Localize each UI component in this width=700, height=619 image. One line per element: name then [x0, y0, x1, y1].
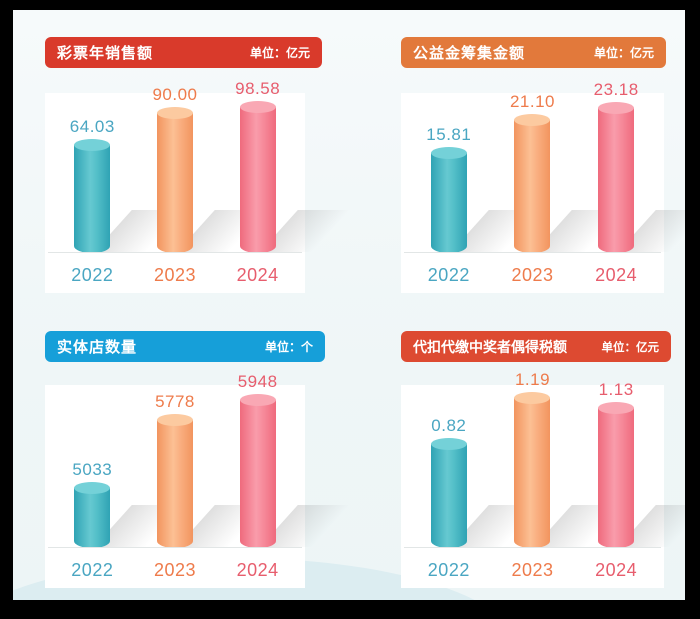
bar-2022: [74, 139, 111, 253]
value-label-2023: 21.10: [509, 92, 555, 111]
chart-plot-area: 0.82 1.19 1.13: [407, 370, 658, 548]
bar-2023: [514, 392, 551, 548]
bar-group-2022: 5033: [54, 460, 130, 548]
value-label-2023: 90.00: [152, 85, 198, 104]
panel-title: 公益金筹集金额: [413, 45, 526, 62]
bar-group-2023: 90.00: [137, 85, 213, 253]
value-label-2023: 5778: [155, 392, 195, 411]
chart-panel-retail-stores: 5033 5778 5948 2022 2023 2024: [45, 372, 305, 588]
bar-2023: [514, 114, 551, 253]
panel-header-retail-stores: 实体店数量 单位：个: [45, 331, 325, 362]
x-tick-2022: 2022: [71, 265, 114, 285]
bar-group-2023: 1.19: [494, 370, 570, 548]
x-axis-baseline: [404, 252, 661, 253]
bar-2024: [239, 394, 276, 548]
bar-2024: [598, 402, 635, 548]
panel-unit-label: 单位：个: [264, 340, 313, 354]
x-tick-2024: 2024: [595, 560, 638, 580]
chart-panel-welfare-fund: 15.81 21.10 23.18 2022 2023 2024: [401, 80, 664, 293]
x-tick-2023: 2023: [153, 560, 196, 580]
x-tick-2022: 2022: [427, 265, 470, 285]
x-axis-ticks: 2022 2023 2024: [407, 560, 658, 581]
chart-panel-withheld-tax: 0.82 1.19 1.13 2022 2023 2024: [401, 370, 664, 588]
panel-unit-label: 单位：亿元: [601, 341, 660, 354]
value-label-2024: 98.58: [235, 79, 281, 98]
chart-plot-area: 15.81 21.10 23.18: [407, 80, 658, 253]
bar-2022: [430, 438, 467, 548]
x-axis-ticks: 2022 2023 2024: [407, 265, 658, 286]
panel-header-welfare-fund: 公益金筹集金额 单位：亿元: [401, 37, 666, 68]
x-tick-2023: 2023: [511, 265, 554, 285]
chart-plot-area: 64.03 90.00 98.58: [51, 79, 299, 253]
x-axis-baseline: [48, 252, 302, 253]
x-tick-2024: 2024: [236, 265, 279, 285]
bar-2024: [598, 102, 635, 253]
value-label-2023: 1.19: [514, 370, 551, 389]
bar-group-2024: 98.58: [220, 79, 296, 253]
value-label-2022: 15.81: [426, 125, 472, 144]
bar-2024: [239, 101, 276, 253]
x-tick-2022: 2022: [71, 560, 114, 580]
value-label-2022: 0.82: [431, 416, 467, 435]
x-axis-ticks: 2022 2023 2024: [51, 265, 299, 286]
x-tick-2023: 2023: [511, 560, 554, 580]
bar-group-2024: 23.18: [578, 80, 654, 253]
panel-unit-label: 单位：亿元: [593, 46, 654, 60]
bar-2022: [74, 482, 111, 548]
chart-plot-area: 5033 5778 5948: [51, 372, 299, 548]
panel-title: 彩票年销售额: [57, 45, 154, 62]
panel-header-lottery-sales: 彩票年销售额 单位：亿元: [45, 37, 322, 68]
panel-header-withheld-tax: 代扣代缴中奖者偶得税额 单位：亿元: [401, 331, 671, 362]
bar-2023: [156, 107, 193, 253]
bar-group-2022: 15.81: [411, 125, 487, 253]
x-axis-baseline: [48, 547, 302, 548]
bar-group-2022: 64.03: [54, 117, 130, 253]
x-tick-2023: 2023: [153, 265, 196, 285]
value-label-2024: 23.18: [593, 80, 639, 99]
x-tick-2024: 2024: [595, 265, 638, 285]
bar-group-2024: 1.13: [578, 380, 654, 548]
panel-unit-label: 单位：亿元: [249, 46, 310, 60]
value-label-2024: 5948: [237, 372, 278, 391]
panel-title: 代扣代缴中奖者偶得税额: [413, 338, 567, 355]
chart-panel-lottery-sales: 64.03 90.00 98.58 2022 2023 2024: [45, 79, 305, 293]
x-tick-2022: 2022: [427, 560, 470, 580]
x-tick-2024: 2024: [236, 560, 279, 580]
infographic-card: 彩票年销售额 单位：亿元 64.03 90.00 98.58: [13, 10, 685, 600]
bar-2023: [156, 414, 193, 548]
bar-group-2023: 21.10: [494, 92, 570, 253]
x-axis-baseline: [404, 547, 661, 548]
bar-group-2024: 5948: [220, 372, 296, 548]
value-label-2022: 64.03: [69, 117, 115, 136]
panel-title: 实体店数量: [57, 339, 138, 356]
bar-2022: [430, 147, 467, 253]
x-axis-ticks: 2022 2023 2024: [51, 560, 299, 581]
value-label-2024: 1.13: [598, 380, 634, 399]
bar-group-2022: 0.82: [411, 416, 487, 548]
value-label-2022: 5033: [72, 460, 113, 479]
bar-group-2023: 5778: [137, 392, 213, 548]
